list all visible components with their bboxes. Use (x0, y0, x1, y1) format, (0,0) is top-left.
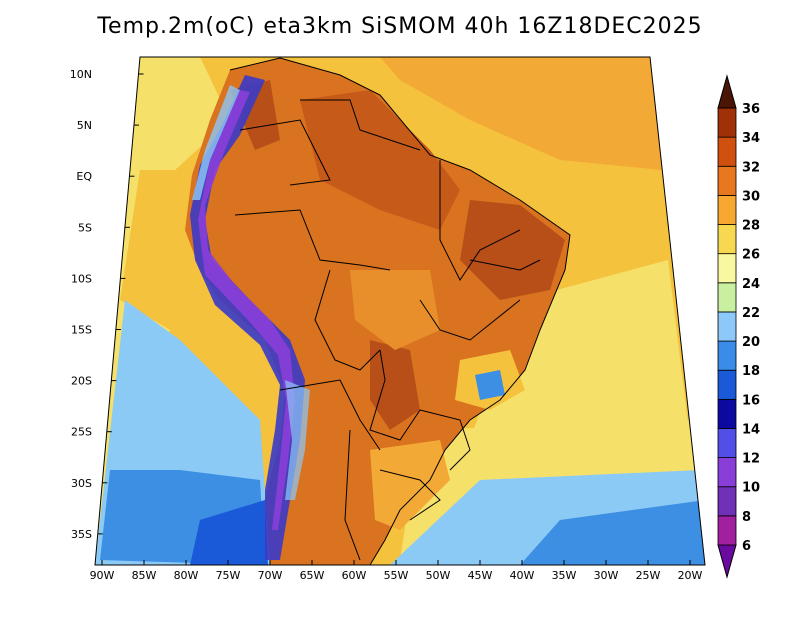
map-frame (94, 56, 706, 566)
colorbar-segment (717, 369, 737, 400)
colorbar-segment (717, 107, 737, 138)
lat-tick-label: 5S (78, 221, 92, 234)
latitude-axis: 10N 5N EQ 5S 10S 15S 20S 25S 30S 35S (70, 68, 144, 541)
colorbar-label: 10 (742, 481, 760, 496)
lon-tick-label: 25W (636, 569, 661, 582)
lon-tick-label: 80W (174, 569, 199, 582)
lat-tick-label: 20S (71, 375, 92, 388)
colorbar-label: 20 (742, 335, 760, 350)
lat-tick-label: 35S (71, 528, 92, 541)
southeast-highlands-cold (475, 370, 505, 400)
lat-tick-label: 25S (71, 426, 92, 439)
colorbar: 6 8 10 12 14 16 18 20 22 24 26 28 30 32 34 36 (717, 74, 760, 579)
colorbar-segment (717, 136, 737, 167)
colorbar-segment (717, 165, 737, 196)
colorbar-segment (717, 428, 737, 459)
colorbar-label: 28 (742, 219, 760, 234)
colorbar-label: 34 (742, 131, 760, 146)
colorbar-label: 14 (742, 422, 760, 437)
lat-tick-label: 30S (71, 477, 92, 490)
lon-tick-label: 40W (510, 569, 535, 582)
lon-tick-label: 45W (468, 569, 493, 582)
lat-tick-label: EQ (76, 170, 92, 183)
colorbar-segment (717, 282, 737, 313)
colorbar-segment (717, 224, 737, 255)
colorbar-segment (717, 311, 737, 342)
colorbar-segment (717, 457, 737, 488)
colorbar-label: 16 (742, 393, 760, 408)
lat-tick-label: 10N (70, 68, 92, 81)
longitude-axis: 90W 85W 80W 75W 70W 65W 60W 55W 50W 45W 40W 35W 30W 2… (90, 560, 703, 582)
central-plateau (350, 270, 440, 350)
andes-south-cool (285, 380, 310, 500)
colorbar-segment (717, 515, 737, 546)
map-title: Temp.2m(oC) eta3km SiSMOM 40h 16Z18DEC20… (97, 14, 703, 39)
lon-tick-label: 50W (426, 569, 451, 582)
colorbar-label: 8 (742, 510, 751, 525)
lon-tick-label: 70W (258, 569, 283, 582)
lon-tick-label: 85W (132, 569, 157, 582)
colorbar-segment (717, 253, 737, 284)
andes-coldest-core (198, 90, 295, 530)
tropical-atlantic-warm (380, 57, 662, 170)
colorbar-label: 36 (742, 102, 760, 117)
lon-tick-label: 90W (90, 569, 115, 582)
south-brazil-warm (370, 440, 450, 530)
colorbar-min-arrow (717, 544, 737, 579)
colorbar-segment (717, 486, 737, 517)
northeast-very-hot (460, 200, 565, 300)
colorbar-segment (717, 340, 737, 371)
colorbar-label: 24 (742, 277, 760, 292)
pacific-colder (190, 500, 268, 565)
lon-tick-label: 65W (300, 569, 325, 582)
andes-north-cool (192, 85, 240, 200)
colorbar-segment (717, 398, 737, 429)
lon-tick-label: 30W (594, 569, 619, 582)
colorbar-max-arrow (717, 74, 737, 109)
colorbar-label: 30 (742, 189, 760, 204)
lat-tick-label: 5N (77, 119, 92, 132)
lon-tick-label: 55W (384, 569, 409, 582)
colorbar-label: 32 (742, 160, 760, 175)
lon-tick-label: 60W (342, 569, 367, 582)
colorbar-label: 12 (742, 452, 760, 467)
lat-tick-label: 15S (71, 324, 92, 337)
colorbar-label: 26 (742, 248, 760, 263)
colorbar-segment (717, 194, 737, 225)
temperature-field (95, 57, 705, 565)
lon-tick-label: 35W (552, 569, 577, 582)
country-borders (229, 57, 571, 565)
amazon-hot (300, 90, 460, 230)
colorbar-label: 22 (742, 306, 760, 321)
lon-tick-label: 20W (678, 569, 703, 582)
lat-tick-label: 10S (71, 272, 92, 285)
colorbar-label: 6 (742, 539, 751, 554)
lon-tick-label: 75W (216, 569, 241, 582)
south-atlantic-cold (520, 500, 705, 565)
colorbar-label: 18 (742, 364, 760, 379)
